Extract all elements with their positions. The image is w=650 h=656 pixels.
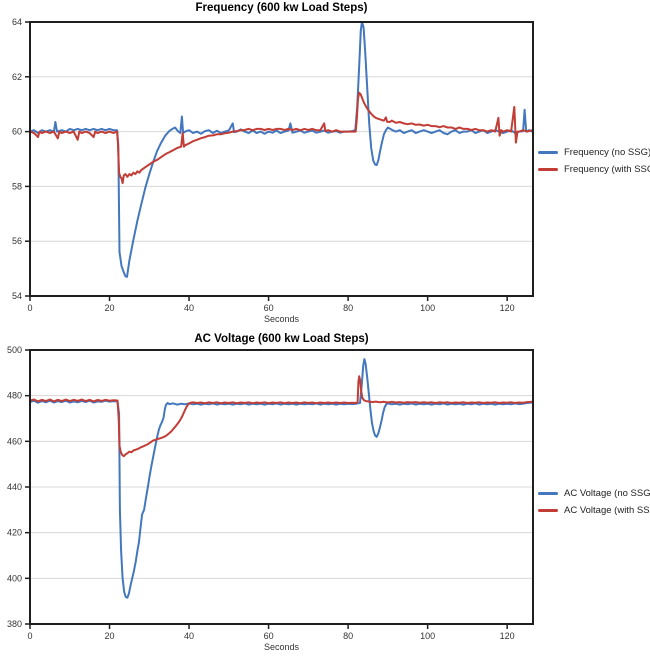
svg-text:120: 120: [500, 631, 515, 641]
svg-text:100: 100: [420, 631, 435, 641]
ac-voltage-plot-area: 380 400 420 440 460 480 500 0 20 40 60 80 100 120 Seco…: [7, 345, 534, 652]
svg-text:Seconds: Seconds: [264, 642, 300, 652]
svg-text:440: 440: [7, 482, 22, 492]
legend-item: Frequency (no SSG): [538, 147, 650, 158]
ac-voltage-chart: 380 400 420 440 460 480 500 0 20 40 60 80 100 120 Seco…: [0, 328, 650, 656]
svg-text:480: 480: [7, 391, 22, 401]
svg-text:40: 40: [184, 631, 194, 641]
svg-text:0: 0: [27, 303, 32, 313]
svg-text:62: 62: [12, 72, 22, 82]
legend-label: AC Voltage (with SSG): [564, 505, 650, 516]
chart-title: AC Voltage (600 kw Load Steps): [194, 333, 369, 345]
svg-text:60: 60: [264, 303, 274, 313]
legend: AC Voltage (no SSG) AC Voltage (with SSG…: [538, 488, 650, 516]
svg-text:400: 400: [7, 573, 22, 583]
legend-label: Frequency (with SSG): [564, 164, 650, 175]
legend-item: Frequency (with SSG): [538, 164, 650, 175]
frequency-plot-area: 54 56 58 60 62 64 0 20 40 60 80 100 120 Seconds: [12, 17, 534, 324]
legend-item: AC Voltage (with SSG): [538, 505, 650, 516]
legend-line-swatch-red: [538, 168, 558, 171]
svg-text:420: 420: [7, 528, 22, 538]
svg-text:60: 60: [12, 127, 22, 137]
svg-text:80: 80: [343, 631, 353, 641]
svg-text:64: 64: [12, 17, 22, 27]
svg-text:56: 56: [12, 236, 22, 246]
legend-line-swatch-red: [538, 509, 558, 512]
svg-text:100: 100: [420, 303, 435, 313]
svg-text:380: 380: [7, 619, 22, 629]
svg-text:54: 54: [12, 291, 22, 301]
svg-text:500: 500: [7, 345, 22, 355]
svg-text:20: 20: [105, 303, 115, 313]
legend: Frequency (no SSG) Frequency (with SSG): [538, 147, 650, 175]
legend-label: AC Voltage (no SSG): [564, 488, 650, 499]
svg-text:120: 120: [500, 303, 515, 313]
svg-text:0: 0: [27, 631, 32, 641]
legend-line-swatch-blue: [538, 151, 558, 154]
svg-text:460: 460: [7, 436, 22, 446]
frequency-chart: 54 56 58 60 62 64 0 20 40 60 80 100 120 Seconds Frequ…: [12, 2, 650, 324]
chart-title: Frequency (600 kw Load Steps): [195, 2, 368, 14]
svg-text:58: 58: [12, 181, 22, 191]
legend-line-swatch-blue: [538, 492, 558, 495]
svg-text:80: 80: [343, 303, 353, 313]
svg-text:20: 20: [105, 631, 115, 641]
svg-text:60: 60: [264, 631, 274, 641]
svg-text:Seconds: Seconds: [264, 314, 300, 324]
legend-label: Frequency (no SSG): [564, 147, 650, 158]
legend-item: AC Voltage (no SSG): [538, 488, 650, 499]
svg-text:40: 40: [184, 303, 194, 313]
